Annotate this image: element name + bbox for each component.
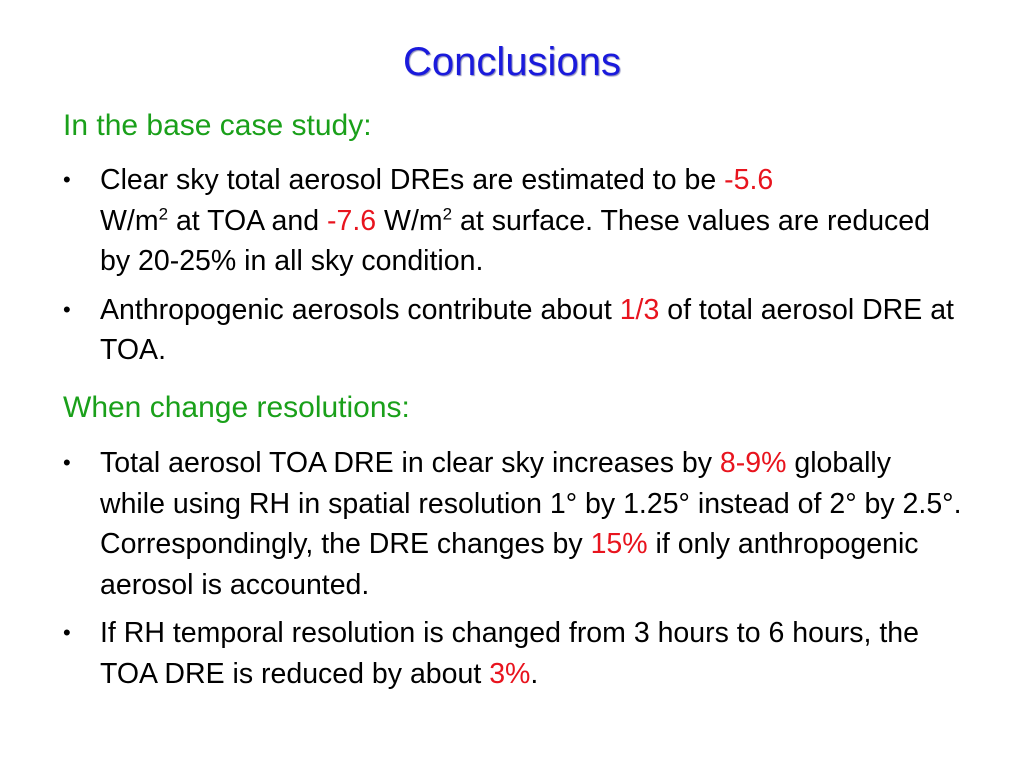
bullet-dot: •: [63, 450, 71, 475]
superscript: 2: [158, 204, 169, 223]
bullet-text: at TOA and: [168, 204, 328, 237]
bullet-text: Clear sky total aerosol DREs are estimat…: [100, 164, 725, 196]
slide-title: Conclusions: [403, 40, 621, 84]
bullet-text: W/m: [100, 204, 159, 237]
highlight-value: 3%: [489, 657, 531, 690]
bullet-list-base-case: • Clear sky total aerosol DREs are estim…: [63, 160, 963, 379]
bullet-dot: •: [63, 296, 71, 322]
bullet-dot: •: [63, 620, 71, 645]
bullet-spatial-resolution: • Total aerosol TOA DRE in clear sky inc…: [63, 443, 963, 605]
superscript: 2: [442, 204, 453, 223]
bullet-text: W/m: [376, 204, 443, 237]
bullet-temporal-resolution: • If RH temporal resolution is changed f…: [63, 613, 963, 694]
highlight-value: 8-9%: [719, 447, 787, 479]
bullet-anthropogenic: • Anthropogenic aerosols contribute abou…: [63, 290, 963, 371]
bullet-text: at surface. These values are reduced by …: [100, 204, 931, 278]
highlight-value: -5.6: [724, 164, 774, 196]
bullet-dot: •: [63, 167, 71, 192]
bullet-text: Total aerosol TOA DRE in clear sky incre…: [100, 447, 720, 479]
bullet-text: globally while using RH in spatial resol…: [100, 447, 962, 560]
bullet-list-resolutions: • Total aerosol TOA DRE in clear sky inc…: [63, 443, 963, 702]
highlight-value: -7.6: [327, 204, 377, 237]
bullet-text: if only anthropogenic aerosol is account…: [100, 528, 919, 601]
bullet-clear-sky-dre: • Clear sky total aerosol DREs are estim…: [63, 160, 963, 282]
bullet-text: .: [530, 657, 539, 690]
bullet-text: Anthropogenic aerosols contribute about: [100, 293, 620, 326]
highlight-value: 1/3: [619, 293, 660, 326]
section-heading-base-case: In the base case study:: [63, 109, 372, 142]
section-heading-resolutions: When change resolutions:: [63, 391, 410, 424]
bullet-text: If RH temporal resolution is changed fro…: [100, 617, 919, 690]
bullet-text: of total aerosol DRE at TOA.: [100, 293, 954, 367]
highlight-value: 15%: [590, 528, 648, 560]
